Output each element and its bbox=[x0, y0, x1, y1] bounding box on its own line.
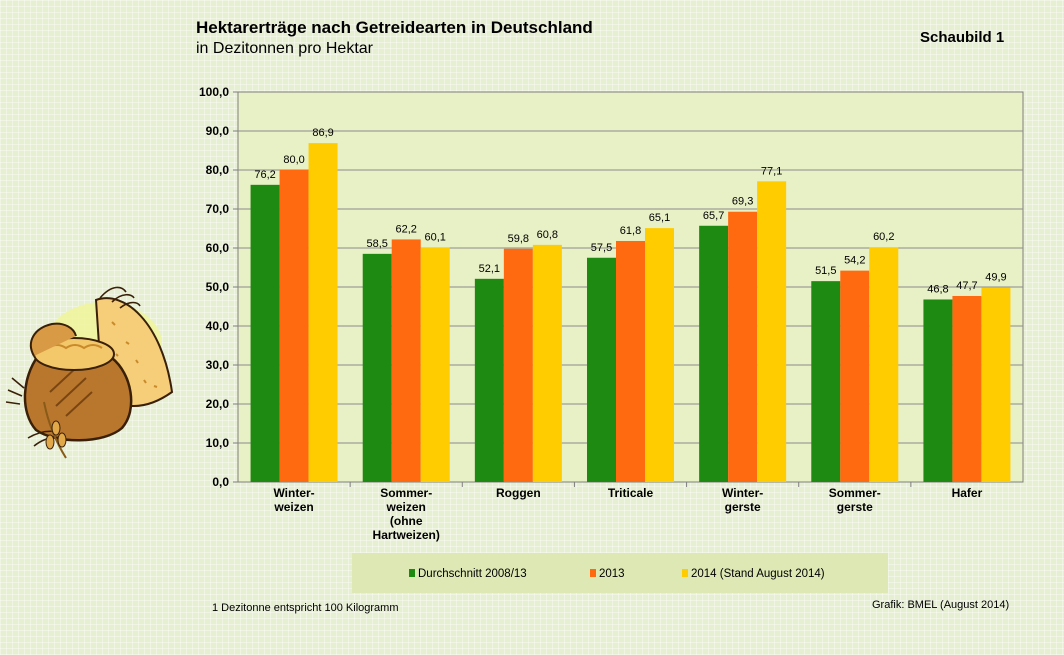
category-label: Sommer- bbox=[829, 486, 881, 500]
chart-title: Hektarerträge nach Getreidearten in Deut… bbox=[196, 18, 593, 37]
legend-label-2014: 2014 (Stand August 2014) bbox=[691, 568, 825, 580]
legend-swatch-2014 bbox=[682, 569, 688, 577]
bar bbox=[728, 211, 758, 483]
category-label: weizen bbox=[273, 500, 313, 514]
bar bbox=[811, 281, 841, 482]
bar bbox=[250, 184, 280, 482]
y-tick-label: 10,0 bbox=[206, 436, 230, 450]
legend-item-durchschnitt: Durchschnitt 2008/13 bbox=[409, 567, 527, 581]
bar bbox=[391, 239, 421, 482]
y-tick-label: 80,0 bbox=[206, 163, 230, 177]
y-tick-label: 50,0 bbox=[206, 280, 230, 294]
bar bbox=[645, 228, 674, 482]
y-tick-label: 30,0 bbox=[206, 358, 230, 372]
bar-value-label: 51,5 bbox=[815, 265, 836, 277]
bar bbox=[532, 244, 562, 482]
category-label: (ohne bbox=[390, 514, 423, 528]
legend-label-durchschnitt: Durchschnitt 2008/13 bbox=[418, 568, 527, 580]
value-labels: 76,2 80,0 86,9 58,5 62,2 60,1 52,1 59,8 60,8 57,5… bbox=[254, 127, 1006, 295]
bar-value-label: 77,1 bbox=[761, 165, 782, 177]
bars bbox=[250, 143, 1011, 483]
grain-sack-icon bbox=[5, 286, 174, 459]
footnote: 1 Dezitonne entspricht 100 Kilogramm bbox=[212, 602, 399, 614]
bar-value-label: 58,5 bbox=[367, 238, 388, 250]
y-tick-label: 70,0 bbox=[206, 202, 230, 216]
category-label: weizen bbox=[386, 500, 426, 514]
figure-number-label: Schaubild 1 bbox=[920, 29, 1005, 46]
bar-value-label: 47,7 bbox=[956, 280, 977, 292]
bar-value-label: 52,1 bbox=[479, 263, 500, 275]
bar-value-label: 60,2 bbox=[873, 231, 894, 243]
bar bbox=[840, 270, 870, 482]
bar-value-label: 80,0 bbox=[283, 154, 304, 166]
category-label: Hafer bbox=[952, 486, 983, 500]
y-tick-label: 90,0 bbox=[206, 124, 230, 138]
bar bbox=[308, 143, 338, 482]
category-labels: Winter-weizenSommer-weizen(ohneHartweize… bbox=[273, 482, 983, 542]
y-tick-label: 20,0 bbox=[206, 397, 230, 411]
legend-label-2013: 2013 bbox=[599, 568, 625, 580]
bar-value-label: 76,2 bbox=[254, 169, 275, 181]
bar-value-label: 49,9 bbox=[985, 271, 1006, 283]
bar-value-label: 61,8 bbox=[620, 225, 641, 237]
legend-item-2014: 2014 (Stand August 2014) bbox=[682, 567, 825, 581]
bar bbox=[923, 299, 953, 482]
y-tick-label: 60,0 bbox=[206, 241, 230, 255]
legend-swatch-2013 bbox=[590, 569, 596, 577]
y-tick-label: 40,0 bbox=[206, 319, 230, 333]
legend-swatch-durchschnitt bbox=[409, 569, 415, 577]
category-label: Sommer- bbox=[380, 486, 432, 500]
bar-value-label: 59,8 bbox=[508, 233, 529, 245]
bar bbox=[981, 287, 1011, 482]
bar-value-label: 60,1 bbox=[425, 232, 446, 244]
bar bbox=[279, 170, 309, 482]
bar bbox=[869, 247, 899, 482]
bar-value-label: 54,2 bbox=[844, 255, 865, 267]
category-label: Triticale bbox=[608, 486, 654, 500]
bar bbox=[587, 257, 616, 482]
bar bbox=[616, 240, 645, 482]
bar-value-label: 65,7 bbox=[703, 210, 724, 222]
bar bbox=[503, 248, 533, 482]
y-axis-ticks: 0,0 10,0 20,0 30,0 40,0 50,0 60,0 70,0 80,0 90,0 1… bbox=[199, 85, 238, 489]
bar bbox=[420, 247, 450, 482]
bar-value-label: 86,9 bbox=[312, 127, 333, 139]
category-label: gerste bbox=[837, 500, 873, 514]
category-label: Hartweizen) bbox=[373, 528, 440, 542]
category-label: gerste bbox=[725, 500, 761, 514]
source-credit: Grafik: BMEL (August 2014) bbox=[872, 599, 1010, 611]
bar-value-label: 65,1 bbox=[649, 212, 670, 224]
legend: Durchschnitt 2008/13 2013 2014 (Stand Au… bbox=[352, 553, 888, 593]
bar-value-label: 57,5 bbox=[591, 242, 612, 254]
bar-chart: 0,0 10,0 20,0 30,0 40,0 50,0 60,0 70,0 80,0 90,0 1… bbox=[199, 85, 1024, 542]
bar-value-label: 69,3 bbox=[732, 196, 753, 208]
bar bbox=[474, 278, 504, 482]
category-label: Winter- bbox=[273, 486, 314, 500]
y-tick-label: 0,0 bbox=[212, 475, 229, 489]
bar bbox=[952, 295, 982, 482]
y-tick-label: 100,0 bbox=[199, 85, 229, 99]
bar bbox=[362, 253, 392, 482]
bar-value-label: 60,8 bbox=[537, 229, 558, 241]
chart-subtitle: in Dezitonnen pro Hektar bbox=[196, 40, 373, 57]
bar bbox=[757, 181, 787, 482]
category-label: Winter- bbox=[722, 486, 763, 500]
bar bbox=[699, 225, 729, 482]
legend-item-2013: 2013 bbox=[590, 567, 625, 581]
bar-value-label: 62,2 bbox=[396, 223, 417, 235]
bar-value-label: 46,8 bbox=[927, 283, 948, 295]
category-label: Roggen bbox=[496, 486, 541, 500]
